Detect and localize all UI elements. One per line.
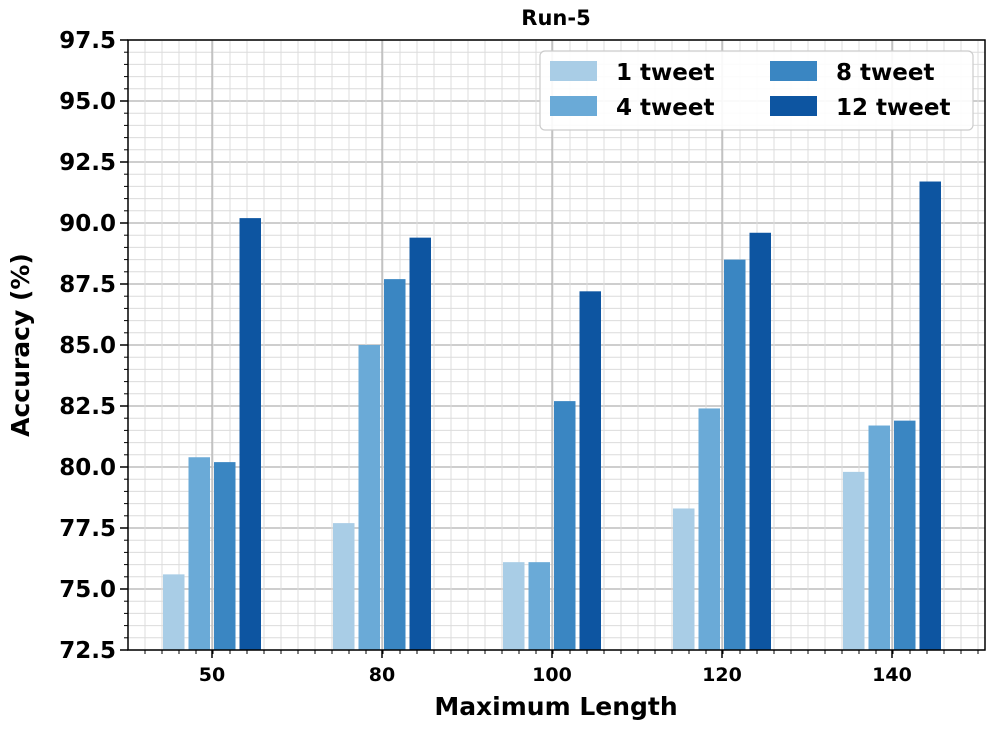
legend-swatch-12-tweet [770, 96, 817, 116]
legend-swatch-8-tweet [770, 61, 817, 81]
bar-12-tweet-50 [239, 218, 261, 650]
axes: 72.5 75.0 77.5 80.0 82.5 85.0 87.5 90.0 92.5 95.0… [59, 28, 986, 686]
y-tick-label: 82.5 [59, 394, 116, 420]
bar-4-tweet-100 [528, 562, 550, 650]
y-tick-label: 85.0 [59, 333, 116, 359]
x-tick-label: 100 [532, 664, 572, 686]
bar-1-tweet-120 [673, 508, 695, 650]
y-tick-label: 75.0 [59, 577, 116, 603]
x-tick-label: 50 [199, 664, 225, 686]
bar-1-tweet-140 [843, 471, 865, 650]
bar-8-tweet-140 [894, 420, 916, 650]
y-tick-label: 72.5 [59, 638, 116, 664]
bar-4-tweet-50 [188, 457, 210, 650]
legend-label: 4 tweet [616, 95, 714, 121]
bar-4-tweet-140 [868, 425, 890, 650]
x-tick-label: 120 [702, 664, 742, 686]
y-tick-label: 90.0 [59, 211, 116, 237]
y-tick-label: 92.5 [59, 150, 116, 176]
legend-label: 8 tweet [836, 60, 934, 86]
legend-swatch-1-tweet [550, 61, 597, 81]
bar-8-tweet-120 [724, 259, 746, 650]
bar-8-tweet-100 [554, 401, 576, 650]
bar-12-tweet-80 [409, 237, 431, 650]
chart-title: Run-5 [521, 6, 590, 30]
bar-4-tweet-80 [358, 345, 380, 650]
legend-swatch-4-tweet [550, 96, 597, 116]
bar-12-tweet-100 [579, 291, 601, 650]
bar-1-tweet-100 [503, 562, 525, 650]
x-tick-label: 80 [369, 664, 395, 686]
legend-box [539, 50, 974, 131]
bar-8-tweet-80 [384, 279, 406, 650]
bar-12-tweet-120 [749, 232, 771, 650]
y-tick-label: 80.0 [59, 455, 116, 481]
y-tick-label: 77.5 [59, 516, 116, 542]
x-tick-label: 140 [872, 664, 912, 686]
y-axis-label: Accuracy (%) [6, 253, 35, 437]
bars [163, 181, 941, 650]
bar-12-tweet-140 [919, 181, 941, 650]
bar-1-tweet-80 [333, 523, 355, 650]
y-tick-label: 97.5 [59, 28, 116, 54]
x-axis-label: Maximum Length [434, 692, 677, 721]
bar-1-tweet-50 [163, 574, 185, 650]
y-tick-label: 87.5 [59, 272, 116, 298]
y-tick-label: 95.0 [59, 89, 116, 115]
bar-4-tweet-120 [698, 408, 720, 650]
legend: 1 tweet 4 tweet 8 tweet 12 tweet [539, 50, 974, 131]
legend-label: 1 tweet [616, 60, 714, 86]
bar-8-tweet-50 [214, 462, 236, 650]
legend-label: 12 tweet [836, 95, 950, 121]
